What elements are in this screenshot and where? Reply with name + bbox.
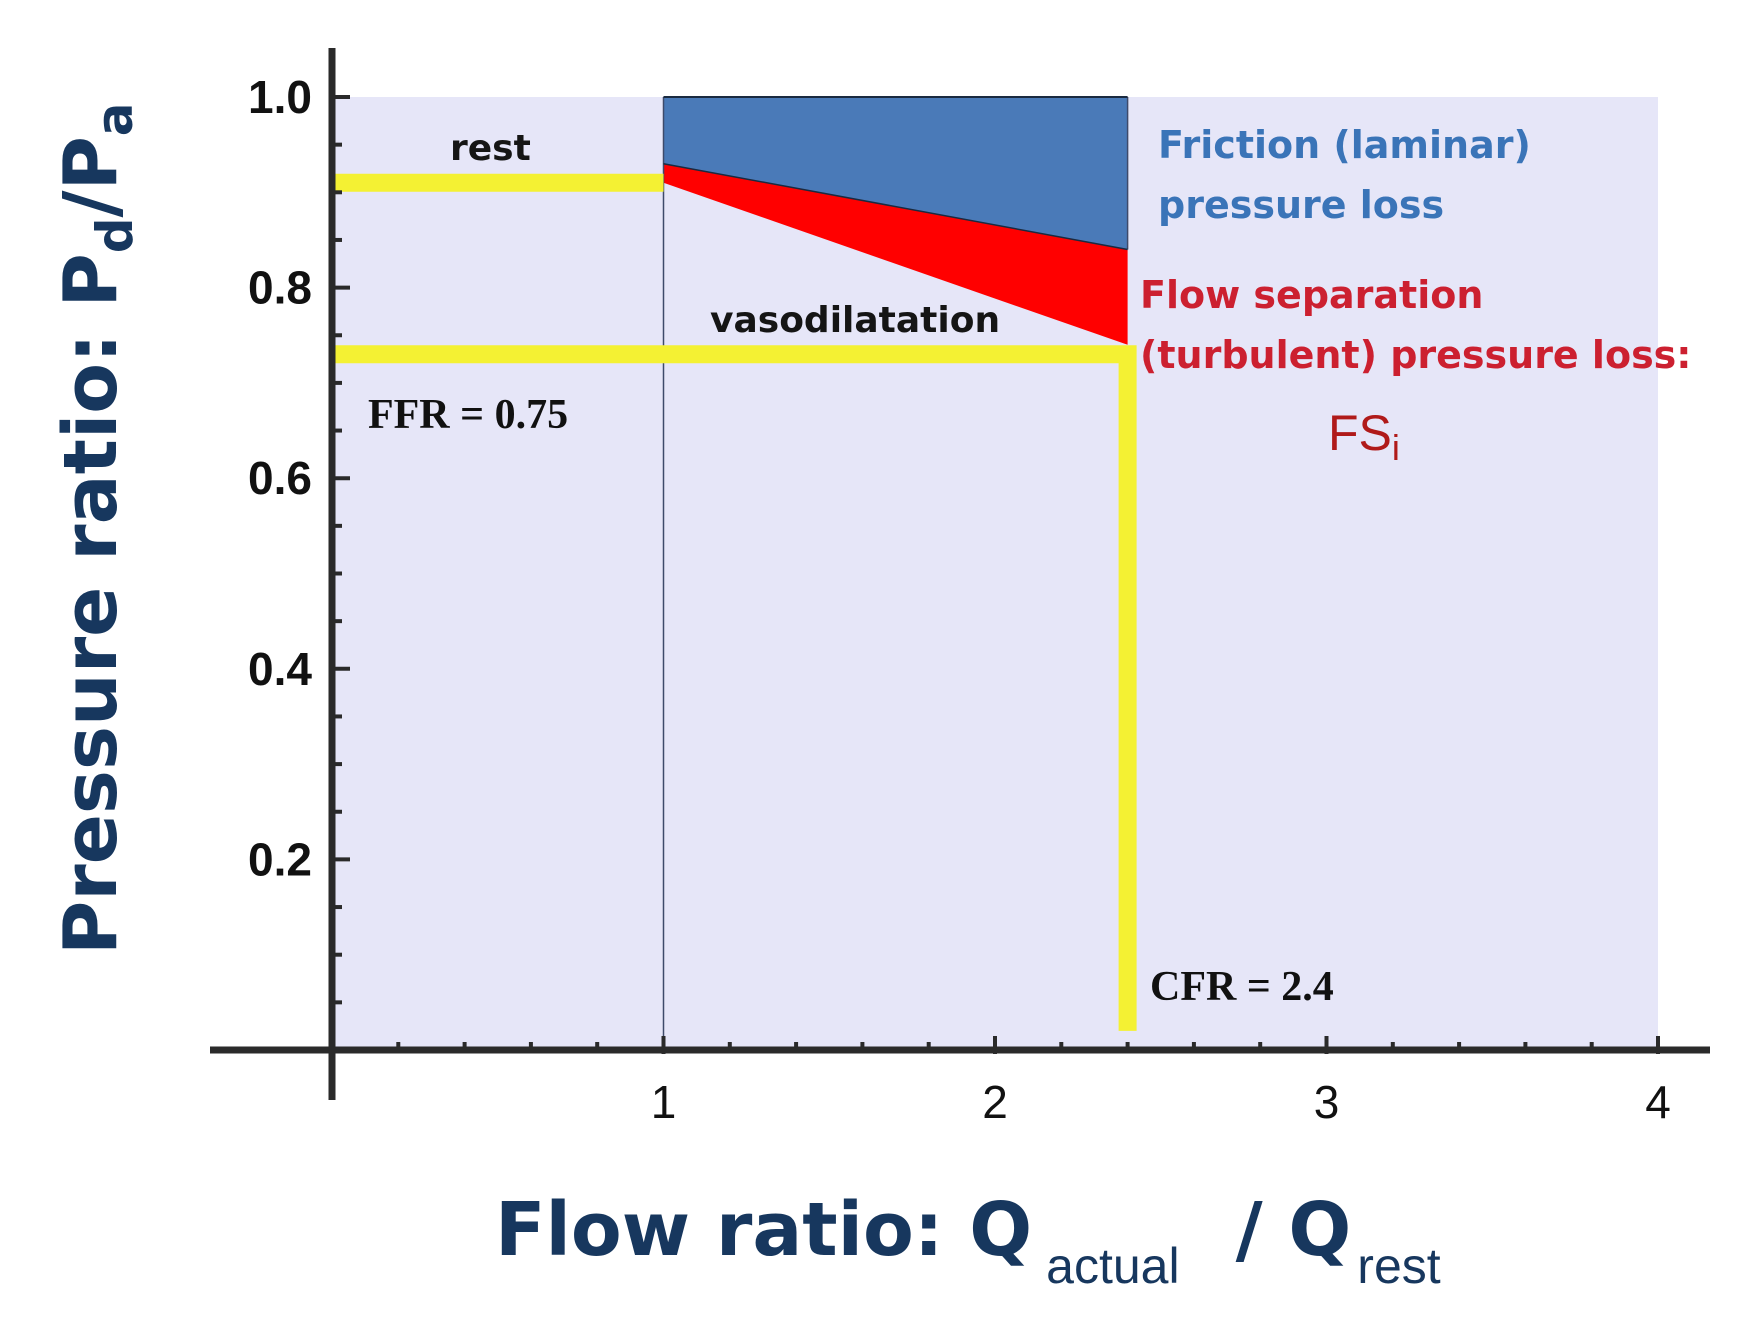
x-axis-label-sep: / Q (1236, 1187, 1352, 1273)
y-tick-label: 0.2 (248, 833, 312, 885)
annotation-separation-line2: (turbulent) pressure loss: (1140, 333, 1692, 377)
x-tick-label: 4 (1645, 1076, 1671, 1128)
y-tick-label: 1.0 (248, 71, 312, 123)
annotation-rest: rest (450, 128, 531, 169)
y-axis-label-sep: /P (48, 136, 134, 217)
x-axis-label-sub1: actual (1046, 1238, 1179, 1294)
reference-lines-layer (662, 96, 1129, 1050)
annotation-vasodilatation: vasodilatation (710, 300, 1000, 341)
yellow-lines-layer (332, 173, 1137, 1031)
y-tick-label: 0.6 (248, 452, 312, 504)
regions-layer (663, 97, 1128, 345)
friction-bottom-edge (663, 162, 1128, 251)
annotation-friction-line2: pressure loss (1158, 183, 1444, 227)
yellow-line-2 (332, 345, 1137, 1031)
x-axis-label-sub2: rest (1357, 1238, 1440, 1294)
x-tick-label: 1 (651, 1076, 677, 1128)
annotation-fsi: FSi (1328, 405, 1400, 468)
x-tick-label: 3 (1314, 1076, 1340, 1128)
y-axis-label: Pressure ratio: Pd/Pa (48, 102, 144, 955)
y-tick-label: 0.4 (248, 643, 312, 695)
annotation-ffr: FFR = 0.75 (368, 392, 568, 438)
annotation-friction-line1: Friction (laminar) (1158, 123, 1531, 167)
annotation-separation-line1: Flow separation (1140, 273, 1483, 317)
annotation-cfr: CFR = 2.4 (1150, 964, 1334, 1010)
annotation-fs-main: FS (1328, 405, 1392, 461)
annotation-fs-sub: i (1392, 427, 1400, 468)
y-tick-label: 0.8 (248, 262, 312, 314)
ticks-layer: 1 2 3 4 0.2 0.4 0.6 0.8 1.0 (248, 71, 1671, 1128)
region-flow-separation (663, 163, 1128, 345)
y-axis-label-sub1: d (86, 217, 144, 253)
y-axis-label-sub2: a (86, 102, 144, 136)
region-friction (663, 97, 1128, 250)
y-axis-label-main: Pressure ratio: P (48, 253, 134, 955)
x-axis-label-main: Flow ratio: Q (495, 1187, 1032, 1273)
x-tick-label: 2 (982, 1076, 1008, 1128)
